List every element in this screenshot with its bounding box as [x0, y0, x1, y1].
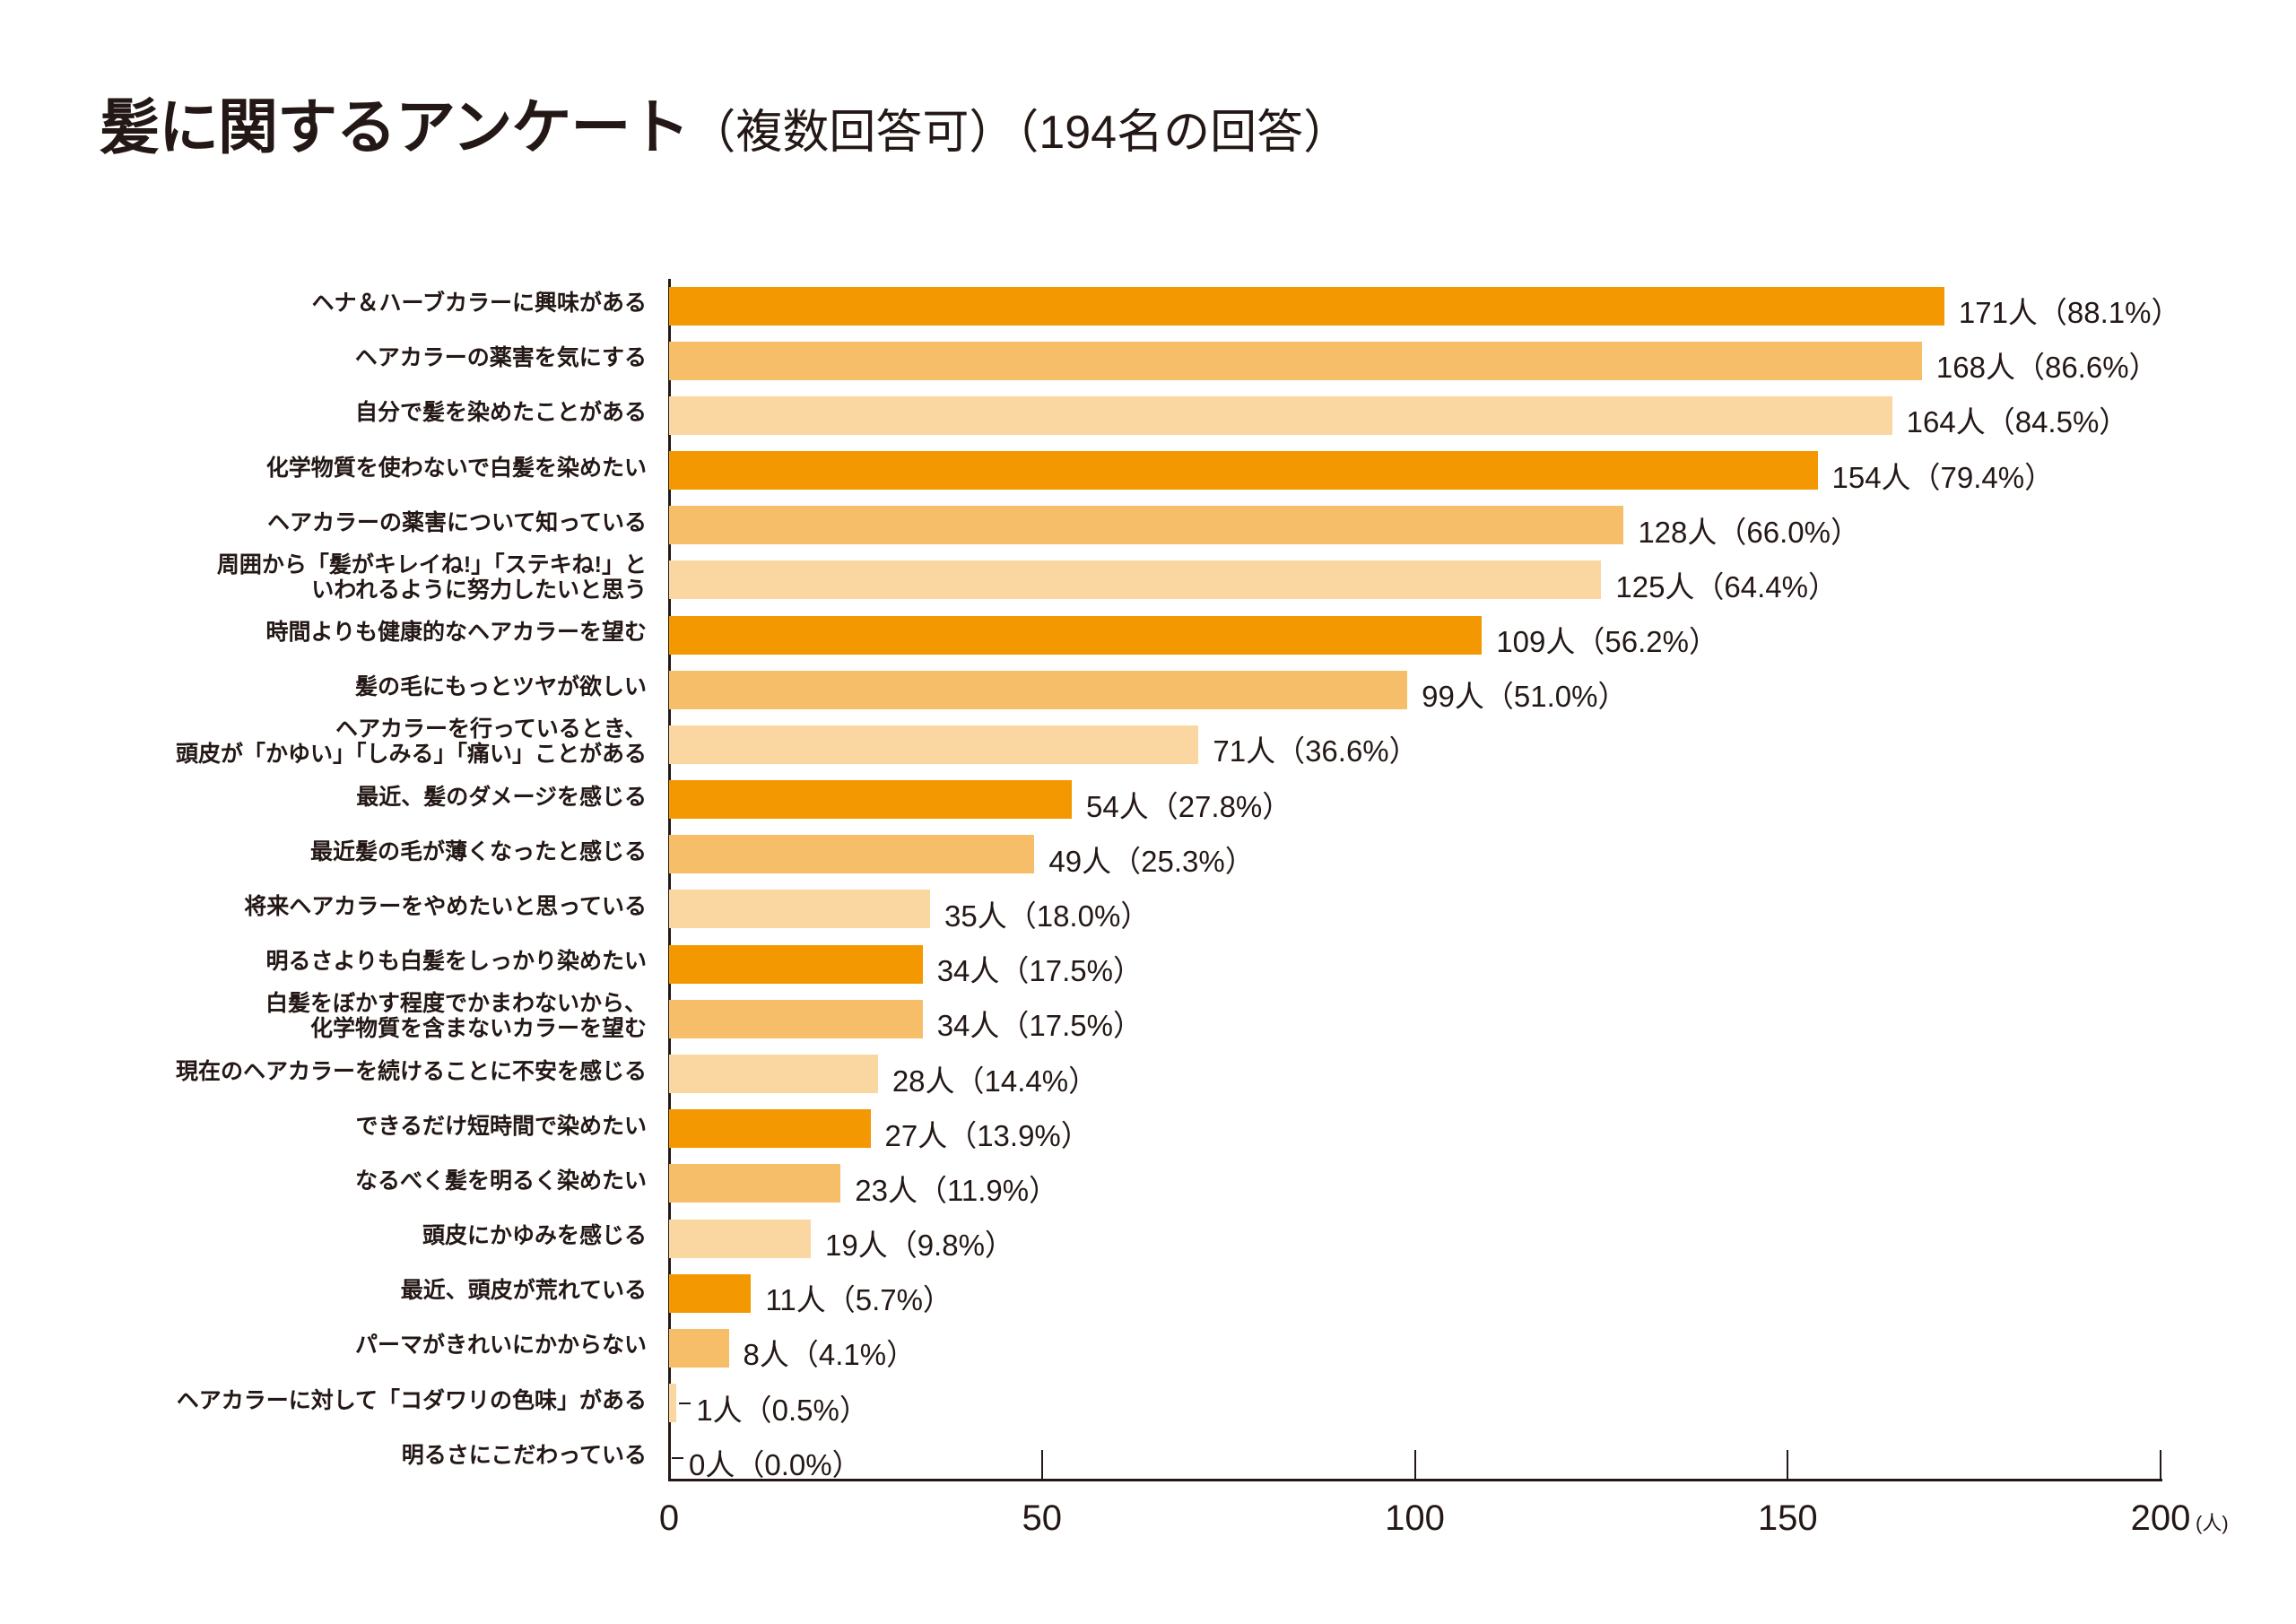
value-label: 54人（27.8%）: [1086, 789, 1292, 823]
category-label: ヘアカラーの薬害について知っている: [266, 509, 647, 535]
category-label: 頭皮にかゆみを感じる: [422, 1223, 647, 1249]
y-axis: [668, 279, 671, 1481]
category-label: なるべく髪を明るく染めたい: [354, 1168, 647, 1194]
bar: [669, 780, 1072, 820]
category-label: ヘアカラーを行っているとき、 頭皮が「かゆい」「しみる」「痛い」ことがある: [175, 716, 647, 768]
bar: [669, 615, 1483, 655]
category-label: 明るさよりも白髪をしっかり染めたい: [265, 949, 647, 975]
x-tick: [2160, 1450, 2161, 1480]
x-unit-label: (人): [2196, 1512, 2229, 1534]
value-label: 128人（66.0%）: [1638, 515, 1860, 549]
bar: [669, 506, 1624, 545]
bar: [669, 1055, 878, 1094]
value-label: 154人（79.4%）: [1831, 460, 2055, 494]
category-label: 髪の毛にもっとツヤが欲しい: [354, 674, 647, 700]
bar: [669, 890, 931, 929]
leader-line: [679, 1402, 691, 1404]
bar: [669, 1219, 811, 1258]
category-label: 化学物質を使わないで白髪を染めたい: [265, 455, 647, 481]
category-label: 将来ヘアカラーをやめたいと思っている: [244, 893, 647, 919]
category-label: 白髪をぼかす程度でかまわないから、 化学物質を含まないカラーを望む: [265, 991, 647, 1042]
value-label: 71人（36.6%）: [1213, 734, 1419, 769]
category-label: 自分で髪を染めたことがある: [354, 400, 647, 426]
bar: [669, 670, 1408, 709]
value-label: 34人（17.5%）: [936, 954, 1143, 988]
category-label: できるだけ短時間で染めたい: [355, 1113, 647, 1139]
leader-line: [672, 1456, 683, 1459]
bar: [669, 1384, 677, 1423]
bar: [669, 395, 1892, 435]
category-label: パーマがきれいにかからない: [354, 1333, 647, 1359]
x-tick-label: 100: [1385, 1498, 1445, 1538]
chart-title-block: 髪に関するアンケート（複数回答可）（194名の回答）: [100, 90, 1350, 183]
category-label: 周囲から「髪がキレイね!」「ステキね!」と いわれるように努力したいと思う: [216, 551, 647, 603]
bar: [669, 944, 923, 984]
bar: [669, 1109, 871, 1149]
value-label: 28人（14.4%）: [891, 1064, 1099, 1098]
value-label: 11人（5.7%）: [765, 1283, 952, 1317]
category-label: 明るさにこだわっている: [401, 1442, 647, 1468]
category-label: 時間よりも健康的なヘアカラーを望む: [265, 620, 647, 646]
category-label: ヘアカラーの薬害を気にする: [354, 345, 647, 371]
value-label: 171人（88.1%）: [1958, 296, 2181, 329]
value-label: 1人（0.5%）: [696, 1393, 869, 1427]
value-label: 35人（18.0%）: [944, 899, 1151, 933]
bar: [669, 286, 1944, 326]
category-label: 最近、髪のダメージを感じる: [356, 784, 647, 810]
x-tick: [1787, 1450, 1789, 1480]
value-label: 27人（13.9%）: [884, 1118, 1091, 1152]
x-tick: [1413, 1450, 1416, 1480]
value-label: 164人（84.5%）: [1906, 405, 2129, 439]
category-label: 最近、頭皮が荒れている: [400, 1278, 647, 1304]
bar: [669, 451, 1818, 491]
x-tick-label: 150: [1757, 1498, 1818, 1538]
chart-title: 髪に関するアンケート: [100, 94, 690, 161]
value-label: 109人（56.2%）: [1496, 625, 1718, 659]
chart-subtitle: （複数回答可）（194名の回答）: [689, 107, 1351, 159]
value-label: 8人（4.1%）: [743, 1338, 917, 1372]
value-label: 19人（9.8%）: [824, 1229, 1014, 1263]
value-label: 168人（86.6%）: [1935, 351, 2159, 385]
x-tick-label: 50: [1022, 1498, 1063, 1538]
bar: [669, 1328, 729, 1368]
bar: [669, 1273, 752, 1313]
x-tick: [1040, 1450, 1043, 1480]
x-tick-label: 0: [658, 1498, 680, 1538]
category-label: ヘアカラーに対して「コダワリの色味」がある: [176, 1387, 647, 1413]
value-label: 23人（11.9%）: [855, 1173, 1059, 1207]
bar: [669, 341, 1922, 380]
value-label: 49人（25.3%）: [1048, 844, 1255, 878]
value-label: 34人（17.5%）: [936, 1009, 1143, 1043]
x-axis: [668, 1479, 2162, 1481]
bar: [669, 560, 1602, 600]
category-label: 最近髪の毛が薄くなったと感じる: [309, 838, 647, 864]
value-label: 99人（51.0%）: [1422, 680, 1628, 714]
x-tick-label: 200: [2130, 1498, 2191, 1538]
bar: [669, 835, 1035, 874]
bar: [669, 999, 923, 1038]
value-label: 0人（0.0%）: [689, 1447, 862, 1481]
category-label: ヘナ＆ハーブカラーに興味がある: [311, 291, 647, 316]
category-label: 現在のヘアカラーを続けることに不安を感じる: [175, 1058, 647, 1084]
value-label: 125人（64.4%）: [1615, 569, 1839, 604]
bar: [669, 1164, 841, 1203]
bar: [669, 725, 1199, 764]
